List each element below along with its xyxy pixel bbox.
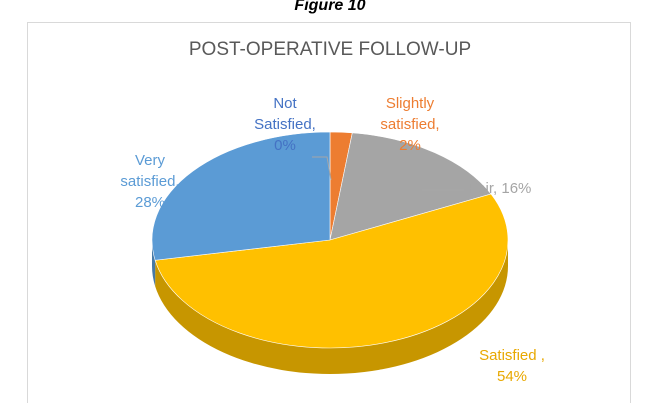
data-label: Satisfied , 54%	[452, 345, 572, 387]
data-label: Not Satisfied, 0%	[247, 93, 323, 156]
leader-line	[312, 156, 332, 181]
value-label: 54%	[496, 368, 528, 385]
category-label: Satisfied ,	[479, 347, 545, 364]
pie-tops	[151, 131, 509, 349]
value-label: 16%	[501, 180, 532, 197]
category-label: Fair,	[468, 180, 498, 197]
category-label: Very satisfied,	[120, 152, 180, 190]
data-label: Very satisfied, 28%	[112, 150, 188, 213]
slice	[151, 131, 331, 261]
category-label: Not Satisfied,	[254, 95, 316, 133]
value-label: 0%	[274, 137, 296, 154]
leader-line	[343, 159, 350, 184]
figure-label: Figure 10	[294, 0, 365, 14]
slice	[154, 193, 509, 349]
chart-title: POST-OPERATIVE FOLLOW-UP	[189, 39, 471, 60]
slice-side	[155, 240, 508, 375]
value-label: 28%	[134, 194, 166, 211]
slice	[329, 132, 492, 241]
value-label: 2%	[399, 137, 421, 154]
category-label: Slightly satisfied,	[380, 95, 440, 133]
data-label: Slightly satisfied, 2%	[372, 93, 448, 156]
data-label: Fair, 16%	[468, 178, 588, 199]
leader-lines	[312, 156, 464, 191]
